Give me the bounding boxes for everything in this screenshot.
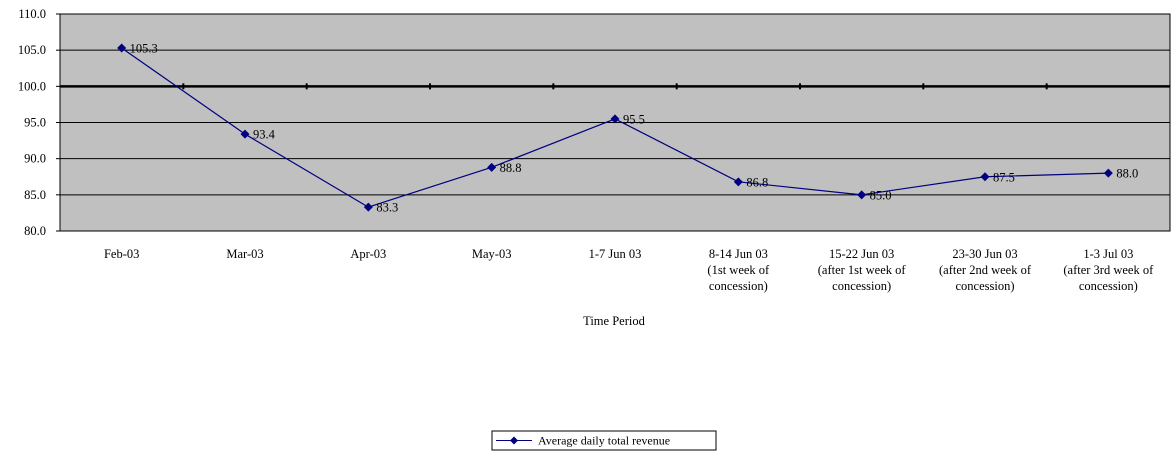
y-tick-label: 100.0 xyxy=(18,79,46,93)
data-point-marker xyxy=(363,202,373,212)
x-tick-label: 23-30 Jun 03 (after 2nd week of concession… xyxy=(939,247,1032,293)
data-point-marker xyxy=(980,172,990,182)
gridlines xyxy=(60,13,1170,232)
data-point-marker xyxy=(610,114,620,124)
series-layer xyxy=(117,43,1113,212)
data-label: 88.0 xyxy=(1116,167,1138,181)
data-label: 105.3 xyxy=(130,41,158,55)
x-tick-label: 1-7 Jun 03 xyxy=(589,247,642,261)
y-tick-label: 95.0 xyxy=(24,116,46,130)
x-tick-label: Mar-03 xyxy=(226,247,263,261)
legend-series-marker xyxy=(510,436,518,445)
x-tick-label: May-03 xyxy=(472,247,512,261)
legend-box xyxy=(491,430,717,451)
x-tick-label: 1-3 Jul 03 (after 3rd week of concession) xyxy=(1063,247,1154,293)
labels-layer: 105.3 93.4 83.3 88.8 95.5 86.8 85.0 87.5 88.0 xyxy=(130,41,1139,214)
y-tick-label: 80.0 xyxy=(24,224,46,238)
y-tick-label: 105.0 xyxy=(18,43,46,57)
data-label: 86.8 xyxy=(746,175,768,189)
data-point-marker xyxy=(857,190,867,200)
data-point-marker xyxy=(117,43,127,53)
data-label: 93.4 xyxy=(253,128,276,142)
x-tick-label: 8-14 Jun 03 (1st week of concession) xyxy=(707,247,770,293)
data-point-marker xyxy=(733,177,743,187)
data-point-marker xyxy=(1103,168,1113,178)
data-label: 88.8 xyxy=(500,161,522,175)
axes: 80.0 85.0 90.0 95.0 100.0 105.0 110.0 Feb-03 Mar… xyxy=(18,7,1154,293)
data-point-marker xyxy=(240,129,250,139)
y-tick-label: 110.0 xyxy=(18,7,46,21)
x-tick-label: 15-22 Jun 03 (after 1st week of concession… xyxy=(818,247,907,293)
legend: Average daily total revenue xyxy=(491,430,717,451)
y-tick-label: 90.0 xyxy=(24,152,46,166)
x-axis-title: Time Period xyxy=(583,314,645,328)
x-tick-label: Feb-03 xyxy=(104,247,139,261)
data-label: 83.3 xyxy=(376,201,398,215)
x-tick-label: Apr-03 xyxy=(350,247,386,261)
legend-series-label: Average daily total revenue xyxy=(538,434,670,448)
data-label: 85.0 xyxy=(870,188,892,202)
y-tick-label: 85.0 xyxy=(24,188,46,202)
data-label: 87.5 xyxy=(993,170,1015,184)
data-label: 95.5 xyxy=(623,112,645,126)
data-point-marker xyxy=(487,162,497,172)
